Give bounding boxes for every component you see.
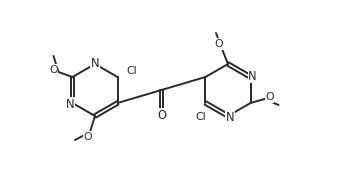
Text: O: O [215, 39, 223, 49]
Text: N: N [248, 70, 257, 82]
Text: N: N [226, 111, 234, 123]
Text: N: N [91, 56, 99, 70]
Text: Cl: Cl [126, 66, 137, 76]
Text: O: O [49, 65, 58, 75]
Text: O: O [84, 132, 92, 142]
Text: O: O [265, 92, 274, 102]
Text: N: N [66, 97, 75, 111]
Text: O: O [157, 108, 166, 122]
Text: Cl: Cl [195, 112, 206, 122]
